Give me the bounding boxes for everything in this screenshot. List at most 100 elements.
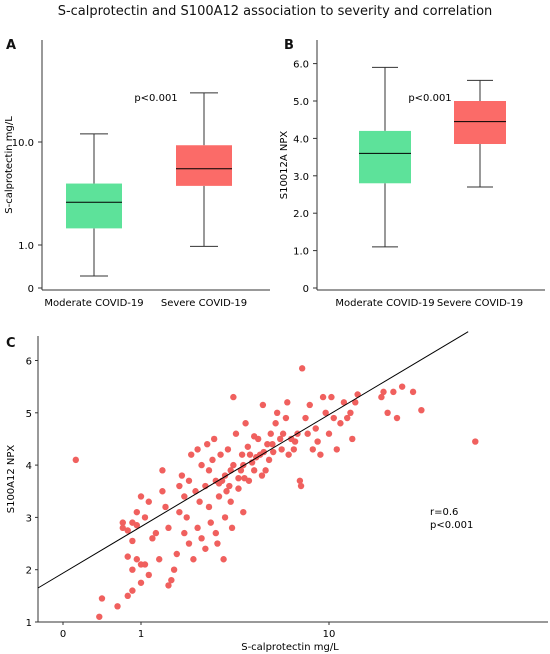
scatter-point: [309, 446, 316, 453]
scatter-point: [170, 566, 178, 573]
x-axis-label: S-calprotectin mg/L: [241, 642, 339, 653]
scatter-point: [190, 556, 197, 563]
y-tick-label: 5.0: [293, 97, 309, 108]
y-tick-label: 0: [303, 284, 309, 295]
scatter-point: [246, 451, 254, 458]
scatter-point: [245, 477, 253, 484]
scatter-point: [176, 482, 183, 490]
scatter-point: [72, 456, 80, 464]
x-category-label: Moderate COVID-19: [44, 298, 143, 309]
y-tick-label: 3: [26, 513, 32, 524]
box-severe: [176, 145, 232, 186]
scatter-point: [409, 388, 417, 396]
scatter-point: [472, 438, 479, 445]
scatter-point: [322, 409, 329, 416]
scatter-point: [279, 430, 287, 437]
chart-b: 0 1.0 2.0 3.0 4.0 5.0 6.0 S10012A NPX Moderate C…: [279, 40, 545, 309]
panel-b-letter: B: [284, 38, 294, 53]
scatter-point: [185, 540, 193, 547]
scatter-point: [227, 498, 234, 505]
scatter-point: [119, 519, 126, 526]
y-tick-label: 3.0: [293, 172, 309, 183]
scatter-point: [272, 420, 279, 427]
scatter-point: [194, 446, 201, 453]
box-severe: [454, 101, 506, 145]
correlation-annotation: p<0.001: [430, 520, 473, 531]
scatter-point: [302, 414, 309, 422]
scatter-point: [165, 582, 172, 589]
scatter-point: [240, 508, 247, 516]
y-axis-label: S10012A NPX: [279, 131, 290, 200]
scatter-point: [325, 430, 333, 437]
scatter-point: [159, 467, 166, 474]
scatter-point: [330, 414, 337, 422]
scatter-point: [173, 550, 180, 558]
scatter-point: [284, 399, 291, 406]
scatter-point: [254, 435, 262, 443]
scatter-point: [237, 467, 245, 474]
y-tick-label: 2: [26, 566, 32, 577]
scatter-point: [273, 409, 281, 416]
scatter-point: [152, 529, 160, 537]
scatter-point: [269, 440, 276, 448]
scatter-point: [124, 527, 131, 534]
y-tick-label: 6.0: [293, 60, 309, 71]
scatter-point: [221, 514, 229, 521]
scatter-point: [178, 472, 186, 479]
scatter-point: [141, 561, 149, 568]
chart-c: 1 2 3 4 5 6 0 1 10 S100A12 NPX S-calprotectin mg/L…: [6, 331, 548, 653]
scatter-point: [205, 503, 213, 511]
scatter-point: [398, 383, 406, 390]
scatter-point: [192, 488, 199, 495]
scatter-point: [141, 514, 149, 521]
scatter-point: [230, 461, 237, 469]
scatter-point: [337, 420, 344, 427]
scatter-point: [347, 409, 354, 416]
y-tick-label: 6: [26, 357, 32, 368]
scatter-point: [242, 420, 249, 427]
scatter-point: [235, 485, 242, 492]
scatter-point: [259, 401, 267, 409]
scatter-point: [260, 448, 268, 456]
y-tick-label: 1: [26, 618, 32, 629]
scatter-point: [235, 474, 242, 482]
panel-a-letter: A: [6, 38, 17, 53]
scatter-point: [133, 508, 141, 516]
scatter-point: [297, 482, 305, 490]
scatter-point: [181, 493, 188, 500]
regression-line: [37, 331, 469, 589]
panel-c-letter: C: [6, 336, 16, 351]
scatter-point: [168, 576, 175, 584]
scatter-point: [250, 467, 258, 474]
x-category-label: Moderate COVID-19: [335, 298, 434, 309]
scatter-point: [162, 503, 169, 511]
y-tick-label: 5: [26, 409, 32, 420]
scatter-point: [393, 414, 401, 422]
scatter-point: [380, 388, 387, 396]
box-moderate: [66, 183, 122, 229]
scatter-point: [145, 498, 152, 505]
scatter-point: [133, 556, 141, 563]
y-tick-label: 0: [28, 284, 34, 295]
scatter-point: [215, 493, 223, 500]
scatter-point: [149, 535, 156, 542]
scatter-point: [349, 435, 356, 443]
scatter-point: [214, 540, 221, 547]
scatter-point: [267, 430, 274, 437]
scatter-point: [124, 553, 131, 560]
scatter-point: [145, 571, 152, 579]
scatter-point: [205, 467, 213, 474]
scatter-point: [96, 613, 103, 620]
scatter-point: [98, 595, 106, 602]
scatter-point: [137, 493, 145, 500]
scatter-point: [198, 461, 205, 469]
scatter-point: [224, 446, 232, 453]
scatter-point: [282, 414, 290, 422]
scatter-point: [244, 443, 252, 450]
scatter-point: [119, 524, 126, 532]
scatter-point: [290, 446, 298, 453]
scatter-point: [210, 435, 218, 443]
scatter-point: [265, 456, 273, 464]
scatter-point: [124, 592, 131, 600]
